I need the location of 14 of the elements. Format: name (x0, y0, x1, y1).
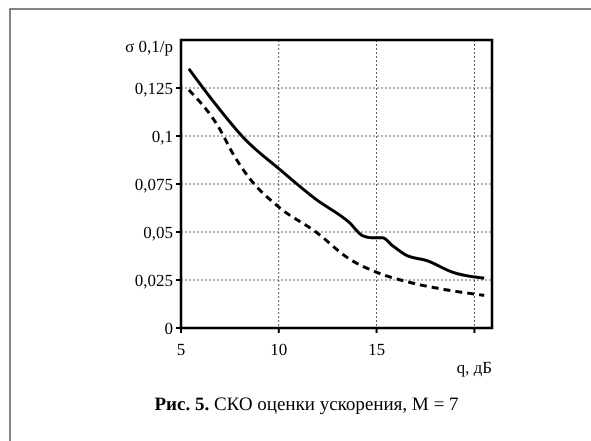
line-series (187, 67, 486, 280)
y-tick-label: 0,075 (134, 175, 173, 194)
line-series (187, 88, 486, 297)
y-tick-label: 0,025 (134, 271, 173, 290)
y-axis-title: σ 0,1/р (125, 37, 173, 56)
y-tick-label: 0,1 (152, 127, 173, 146)
text: Рис. 5. СКО оценки ускорения, M = 7 (154, 394, 459, 415)
y-tick-label: 0,05 (143, 223, 173, 242)
x-axis-title: q, дБ (456, 358, 492, 377)
y-tick-label: 0 (164, 319, 173, 338)
y-tick-label: 0,125 (134, 79, 173, 98)
x-tick-label: 10 (270, 340, 288, 359)
x-tick-label: 5 (176, 340, 186, 359)
x-tick-label: 15 (368, 340, 386, 359)
